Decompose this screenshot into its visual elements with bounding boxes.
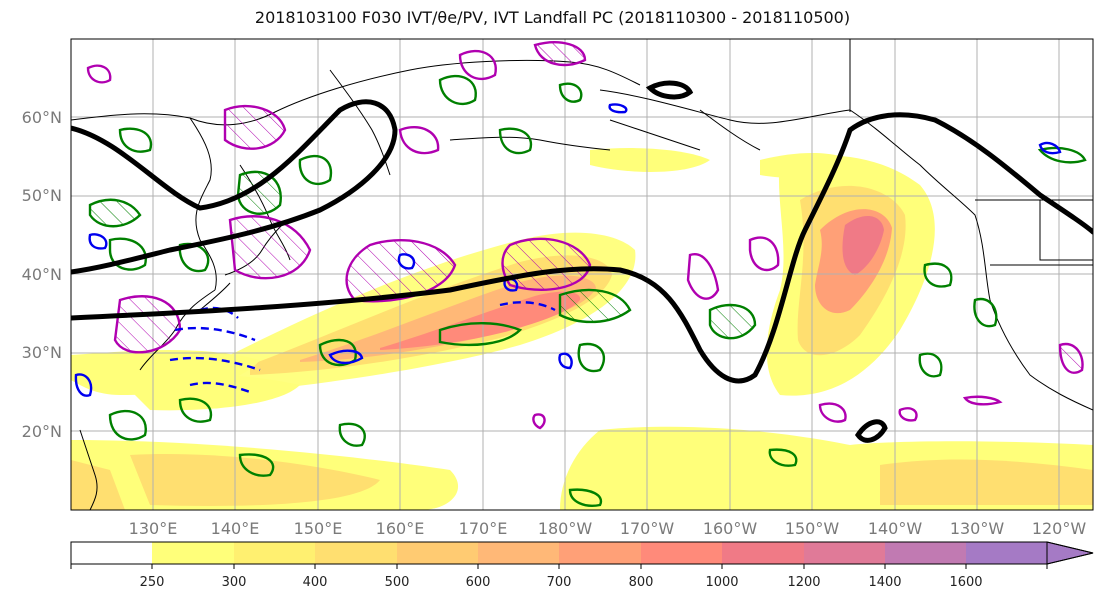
colorbar-segment-250 — [152, 542, 234, 564]
colorbar-segment-800 — [641, 542, 722, 564]
lat-label-20: 20°N — [22, 422, 62, 441]
colorbar-label-300: 300 — [222, 575, 247, 590]
lon-label-140e: 140°E — [211, 519, 260, 538]
pv-positive-contours — [86, 41, 1084, 430]
colorbar-label-800: 800 — [629, 575, 654, 590]
colorbar-label-1000: 1000 — [705, 575, 738, 590]
lat-label-60: 60°N — [22, 108, 62, 127]
lon-label-160e: 160°E — [376, 519, 425, 538]
colorbar-segment-1400 — [885, 542, 966, 564]
theta-e-contours — [88, 74, 1087, 507]
colorbar-label-400: 400 — [303, 575, 328, 590]
lon-label-150w: 150°W — [785, 519, 840, 538]
lat-label-50: 50°N — [22, 186, 62, 205]
colorbar-under-segment — [71, 542, 152, 564]
colorbar-label-500: 500 — [385, 575, 410, 590]
lon-label-120w: 120°W — [1032, 519, 1087, 538]
landfall-pc-contours — [71, 80, 1093, 443]
colorbar-segment-600 — [478, 542, 559, 564]
lat-label-40: 40°N — [22, 265, 62, 284]
colorbar-segment-500 — [397, 542, 478, 564]
lon-label-150e: 150°E — [294, 519, 343, 538]
lon-label-170e: 170°E — [459, 519, 508, 538]
map-frame — [70, 38, 1094, 511]
colorbar-label-700: 700 — [547, 575, 572, 590]
figure-title: 2018103100 F030 IVT/θe/PV, IVT Landfall … — [254, 8, 851, 27]
colorbar-segment-700 — [559, 542, 641, 564]
lat-axis-labels: 20°N 30°N 40°N 50°N 60°N — [22, 108, 62, 441]
colorbar-label-1200: 1200 — [787, 575, 820, 590]
lon-label-130e: 130°E — [129, 519, 178, 538]
colorbar-extend-arrow — [1046, 541, 1094, 565]
lon-label-180w: 180°W — [538, 519, 593, 538]
colorbar-segment-1600 — [966, 542, 1047, 564]
colorbar-segment-300 — [234, 542, 315, 564]
colorbar-label-1400: 1400 — [868, 575, 901, 590]
colorbar: 250 300 400 500 600 700 800 1000 1200 14… — [70, 541, 1094, 590]
lon-label-140w: 140°W — [868, 519, 923, 538]
colorbar-segment-1000 — [722, 542, 804, 564]
colorbar-label-600: 600 — [466, 575, 491, 590]
lat-label-30: 30°N — [22, 343, 62, 362]
colorbar-outline — [70, 541, 1094, 565]
colorbar-label-250: 250 — [140, 575, 165, 590]
colorbar-segment-1200 — [804, 542, 885, 564]
colorbar-segment-400 — [315, 542, 397, 564]
lon-label-160w: 160°W — [703, 519, 758, 538]
lon-axis-labels: 130°E 140°E 150°E 160°E 170°E 180°W 170°… — [129, 519, 1087, 538]
lon-label-130w: 130°W — [950, 519, 1005, 538]
lon-label-170w: 170°W — [620, 519, 675, 538]
colorbar-label-1600: 1600 — [949, 575, 982, 590]
